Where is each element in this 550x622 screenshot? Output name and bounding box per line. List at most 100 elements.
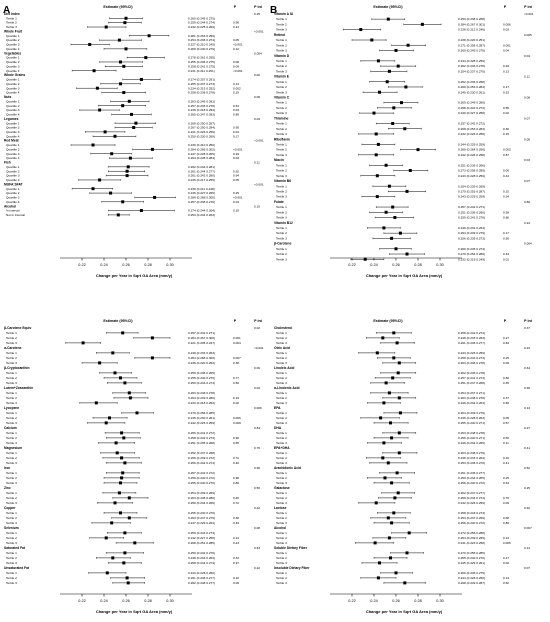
row-estimate-ci: 0.250 (0.234 0.266)	[188, 501, 215, 505]
column-header-p-int: P int	[524, 5, 533, 9]
point-estimate	[127, 516, 131, 520]
row-label: Quartile 2	[6, 191, 20, 195]
point-estimate	[406, 43, 410, 47]
row-estimate-ci: 0.257 (0.242 0.272)	[458, 122, 485, 126]
row-estimate-ci: 0.248 (0.233 0.264)	[458, 456, 485, 460]
row-estimate-ci: 0.265 (0.247 0.283)	[188, 113, 215, 117]
row-p-value: 0.05	[233, 178, 239, 182]
x-tick-label: 0.24	[370, 599, 377, 603]
x-axis-title: Change per Year in Sqrt GA Area (mm/y)	[96, 273, 173, 278]
row-p-value: 0.66	[503, 401, 509, 405]
group-p-int: 0.14	[524, 546, 530, 550]
group-label: Thiamine	[274, 116, 289, 120]
row-p-value: 0.007	[233, 356, 241, 360]
row-estimate-ci: 0.258 (0.238 0.278)	[188, 91, 215, 95]
point-estimate	[392, 331, 396, 335]
row-p-value: 0.57	[503, 421, 509, 425]
row-estimate-ci: 0.280 (0.264 0.296)	[458, 148, 485, 152]
row-label: Tertile 2	[276, 169, 287, 173]
row-p-value: 0.86	[503, 521, 509, 525]
row-p-value: 0.13	[503, 69, 509, 73]
group-p-int: 0.07	[524, 116, 530, 120]
row-label: Tertile 1	[6, 371, 17, 375]
panel-label: B	[270, 5, 277, 16]
x-tick-label: 0.28	[144, 263, 151, 267]
row-label: Tertile 3	[276, 174, 287, 178]
row-estimate-ci: 0.244 (0.228 0.260)	[458, 576, 485, 580]
row-label: Tertile 3	[276, 421, 287, 425]
row-estimate-ci: 0.257 (0.241 0.273)	[458, 376, 485, 380]
point-estimate	[420, 22, 424, 26]
row-estimate-ci: 0.247 (0.229 0.264)	[188, 521, 215, 525]
group-label: Retinol	[274, 33, 285, 37]
row-label: Tertile 1	[276, 59, 287, 63]
row-estimate-ci: 0.258 (0.242 0.273)	[188, 436, 215, 440]
point-estimate	[396, 371, 400, 375]
row-estimate-ci: 0.256 (0.239 0.272)	[188, 456, 215, 460]
row-label: Tertile 2	[276, 106, 287, 110]
row-p-value: 0.55	[503, 106, 509, 110]
row-estimate-ci: 0.246 (0.227 0.265)	[188, 191, 215, 195]
point-estimate	[387, 391, 391, 395]
row-p-value: 0.27	[503, 336, 509, 340]
row-estimate-ci: 0.268 (0.253 0.283)	[458, 127, 485, 131]
group-p-int: 0.56	[254, 486, 260, 490]
row-estimate-ci: 0.250 (0.236 0.265)	[188, 371, 215, 375]
point-estimate	[389, 421, 392, 425]
group-p-int: 0.06	[254, 95, 260, 99]
row-label: Quartile 4	[6, 156, 20, 160]
row-label: Tertile 3	[276, 195, 287, 199]
row-estimate-ci: 0.243 (0.229 0.259)	[458, 195, 485, 199]
row-label: Tertile 1	[276, 511, 287, 515]
row-label: Tertile 2	[276, 127, 287, 131]
row-label: Tertile 2	[276, 231, 287, 235]
point-estimate	[416, 148, 420, 152]
row-label: Tertile 2	[276, 476, 287, 480]
group-label: Legumes	[4, 117, 19, 121]
point-estimate	[122, 561, 126, 565]
group-p-int: 0.39	[524, 386, 530, 390]
row-p-value: 0.50	[233, 381, 239, 385]
row-estimate-ci: 0.252 (0.237 0.268)	[188, 451, 215, 455]
x-tick-label: 0.22	[348, 599, 355, 603]
row-estimate-ci: 0.252 (0.236 0.268)	[458, 80, 485, 84]
row-label: Tertile 3	[276, 90, 287, 94]
row-label: Tertile 1	[276, 551, 287, 555]
point-estimate	[382, 441, 386, 445]
group-label: Vegetables	[4, 51, 21, 55]
x-tick-label: 0.30	[166, 263, 173, 267]
row-label: Tertile 1	[6, 411, 17, 415]
row-estimate-ci: 0.264 (0.245 0.284)	[188, 156, 215, 160]
row-label: Quartile 4	[6, 134, 20, 138]
group-p-int: 0.03	[254, 386, 260, 390]
group-label: Iron	[4, 466, 10, 470]
row-estimate-ci: 0.248 (0.233 0.263)	[188, 351, 215, 355]
row-label: Tertile 2	[6, 356, 17, 360]
row-estimate-ci: 0.256 (0.239 0.273)	[458, 236, 485, 240]
x-tick-label: 0.30	[436, 263, 443, 267]
point-estimate	[125, 169, 129, 173]
group-label: Arachidonic Acid	[274, 466, 301, 470]
row-estimate-ci: 0.261 (0.246 0.277)	[458, 341, 485, 345]
group-p-int: 0.06	[524, 137, 530, 141]
point-estimate	[397, 431, 401, 435]
row-estimate-ci: 0.249 (0.234 0.264)	[458, 226, 485, 230]
row-p-value: 0.87	[503, 153, 509, 157]
row-estimate-ci: 0.242 (0.227 0.258)	[188, 536, 215, 540]
row-label: Quartile 4	[6, 69, 20, 73]
row-estimate-ci: 0.259 (0.242 0.274)	[188, 461, 215, 465]
row-label: Tertile 3	[276, 501, 287, 505]
row-p-value: 0.30	[503, 127, 509, 131]
point-estimate	[119, 376, 122, 380]
row-p-value: 0.68	[503, 516, 509, 520]
point-estimate	[121, 104, 125, 108]
row-label: Tertile 1	[276, 38, 287, 42]
group-label: Selenium	[4, 526, 19, 530]
row-label: Tertile 3	[276, 461, 287, 465]
point-estimate	[394, 571, 398, 575]
row-label: Quartile 3	[6, 64, 20, 68]
row-p-value: 0.15	[503, 189, 509, 193]
group-p-int: 0.23	[524, 346, 530, 350]
group-p-int: 0.11	[524, 75, 530, 79]
row-label: Tertile 2	[276, 356, 287, 360]
